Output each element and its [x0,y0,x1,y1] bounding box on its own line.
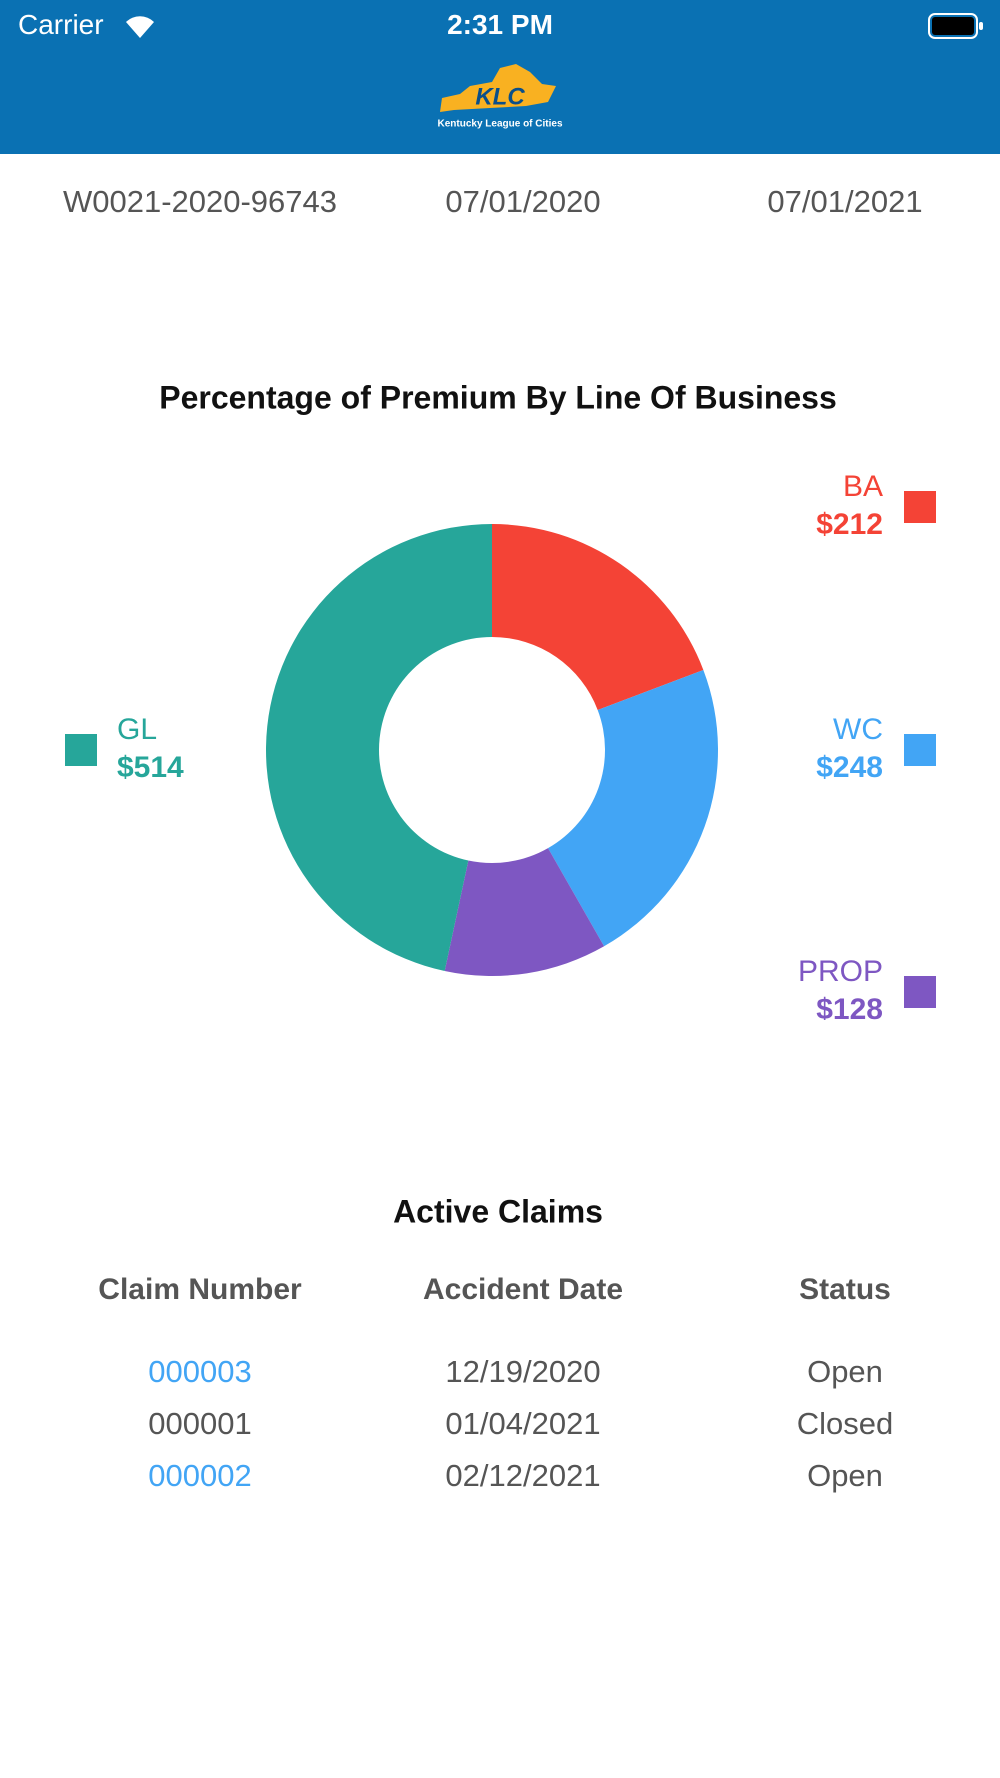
legend-label: BA [843,470,883,503]
legend-label: WC [833,713,883,746]
app-header: Carrier 2:31 PM KLC Kentucky League of C… [0,0,1000,154]
policy-number: W0021-2020-96743 [62,184,338,219]
claim-status: Closed [796,1406,894,1441]
legend-value: $212 [816,508,883,541]
klc-logo: KLC Kentucky League of Cities [437,64,563,130]
donut-segment [492,524,704,710]
claim-link[interactable]: 000002 [148,1458,252,1493]
chart-title: Percentage of Premium By Line Of Busines… [159,379,837,415]
carrier: Carrier [18,9,104,40]
policy-end: 07/01/2021 [767,184,923,219]
policy-start: 07/01/2020 [445,184,601,219]
claim-status: Open [807,1354,883,1389]
logo-text: KLC [475,83,525,110]
legend-label: GL [117,713,157,746]
legend-swatch [65,734,97,766]
legend-value: $248 [816,751,883,784]
legend-swatch [904,491,936,523]
legend-swatch [904,976,936,1008]
wifi-icon [126,16,154,38]
donut-segment [265,524,492,971]
logo-subtitle: Kentucky League of Cities [437,119,562,130]
legend-value: $128 [816,993,883,1020]
claim-number: 000001 [148,1406,252,1441]
battery-icon [928,13,983,39]
column-header: Status [799,1273,891,1306]
accident-date: 01/04/2021 [445,1406,601,1441]
column-header: Accident Date [422,1273,624,1306]
logo-shape [440,64,556,112]
donut-segment [444,848,605,977]
claims-title: Active Claims [393,1193,603,1230]
donut-segment [548,669,718,947]
legend-label: PROP [798,955,883,988]
column-header: Claim Number [98,1273,302,1306]
accident-date: 12/19/2020 [445,1354,601,1389]
clock: 2:31 PM [447,9,553,40]
premium-chart: Percentage of Premium By Line Of Busines… [65,379,936,1020]
claim-status: Open [807,1458,883,1493]
accident-date: 02/12/2021 [445,1458,601,1493]
claim-link[interactable]: 000003 [148,1354,252,1389]
legend-swatch [904,734,936,766]
legend-value: $514 [117,751,184,784]
